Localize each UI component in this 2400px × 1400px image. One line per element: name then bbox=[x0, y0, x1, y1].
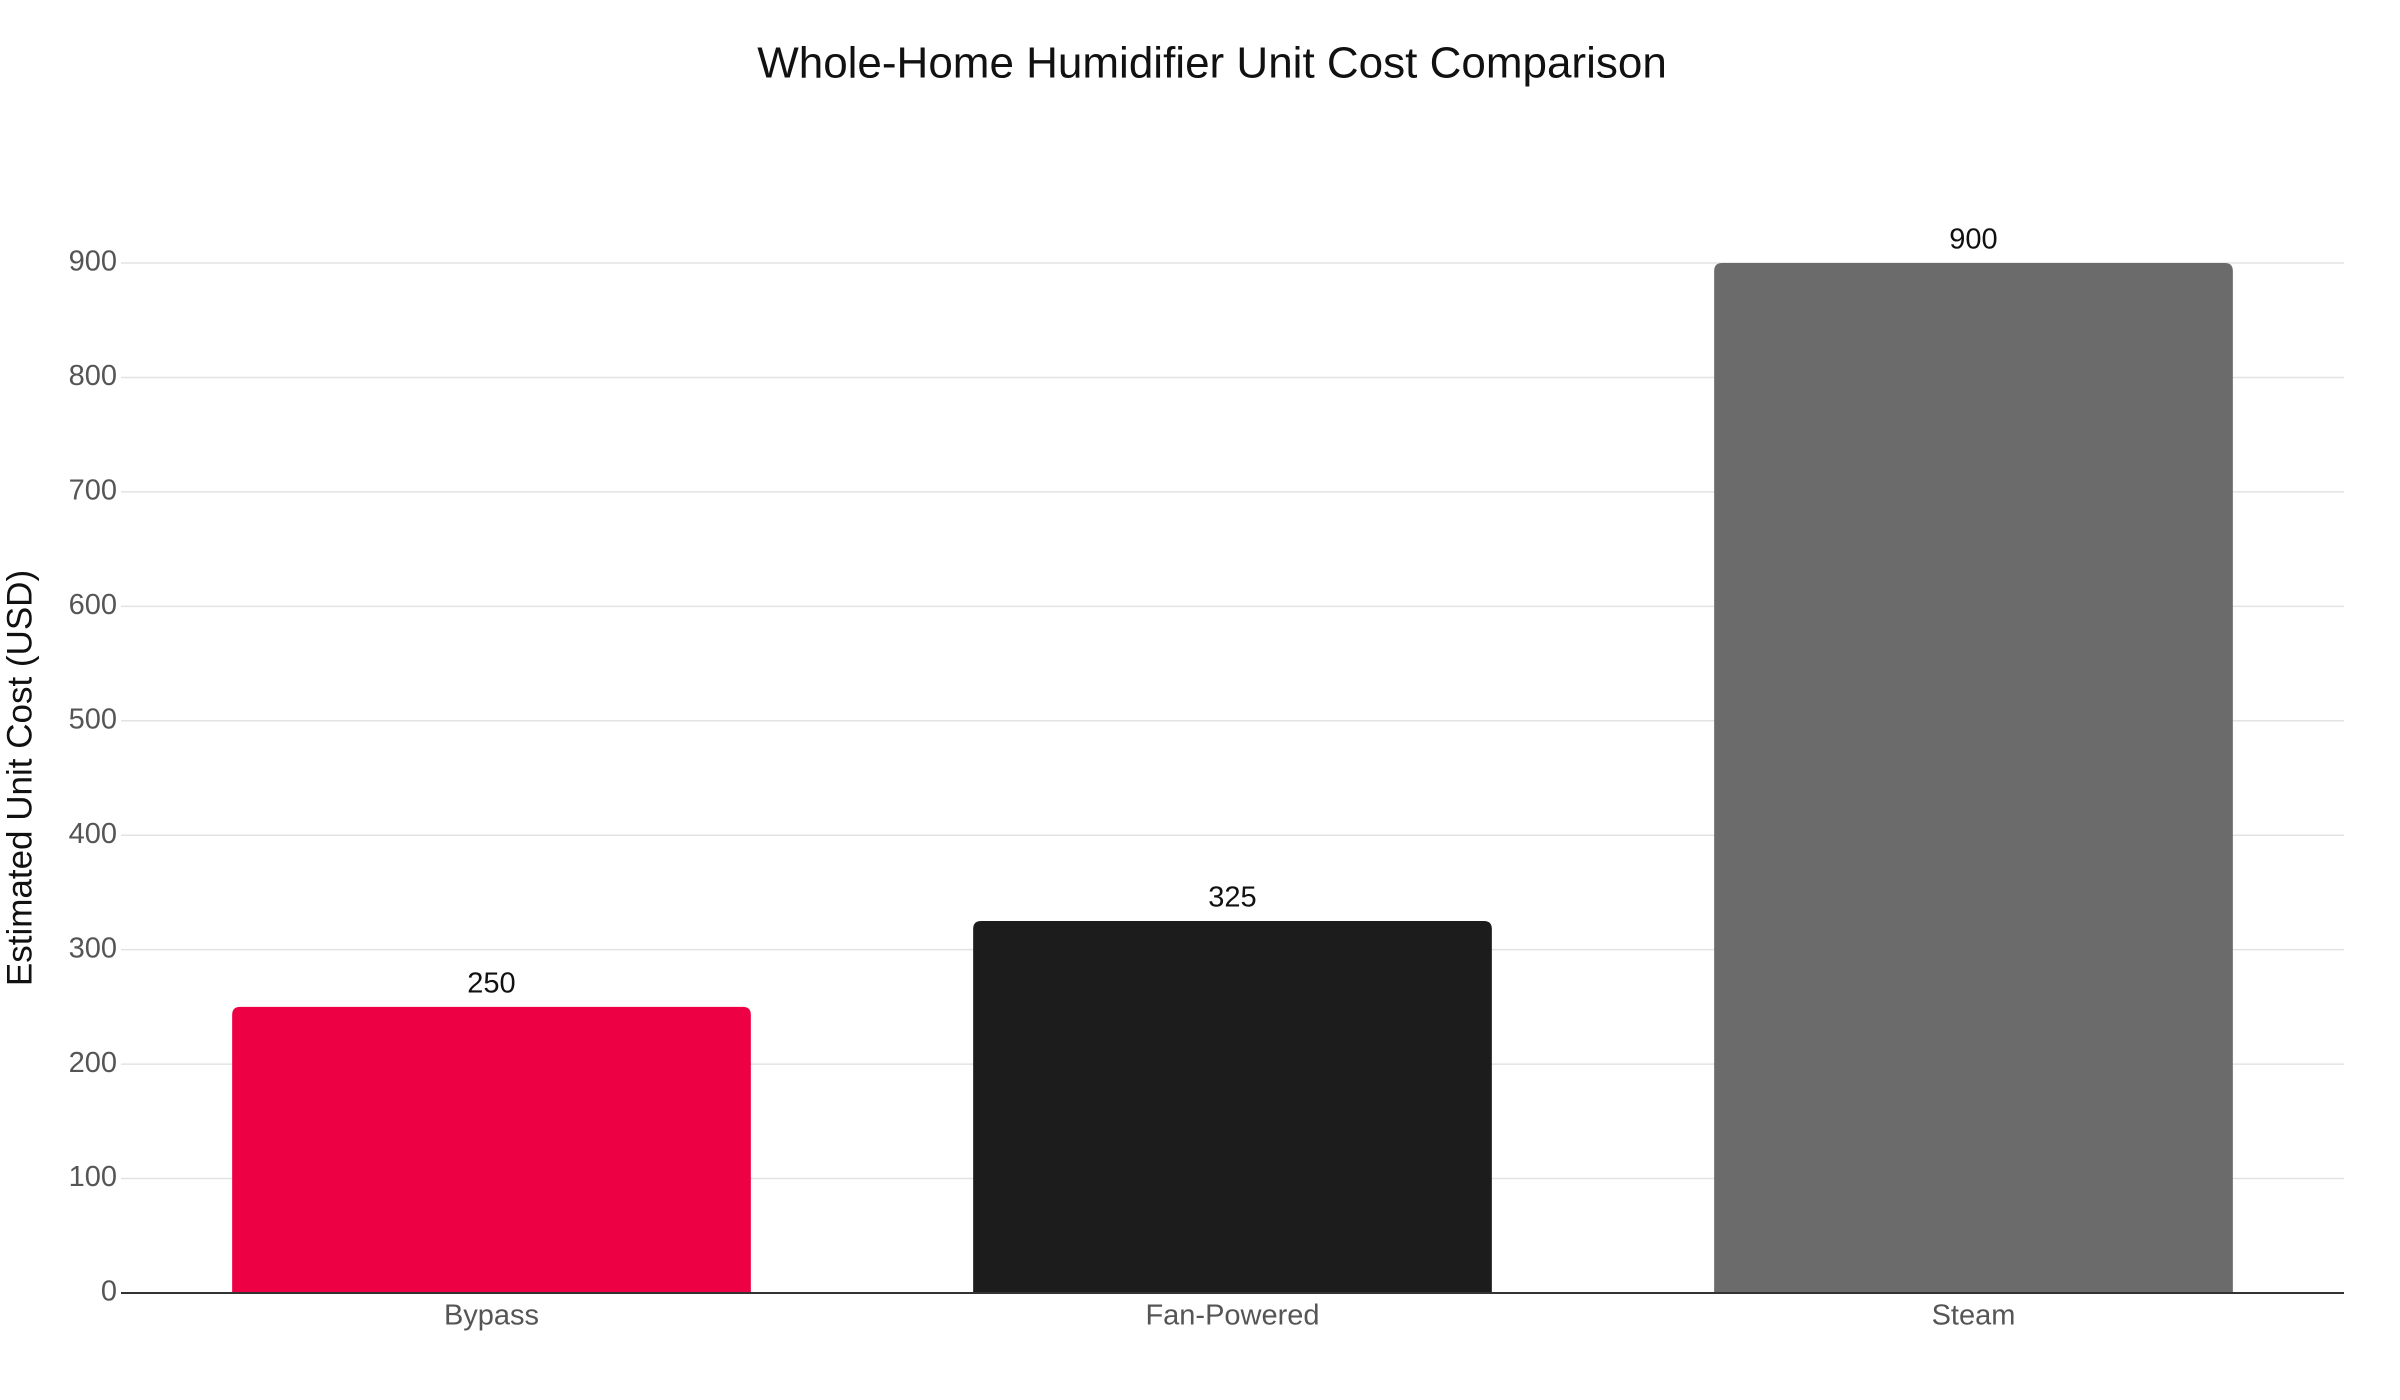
y-tick-label: 200 bbox=[69, 1047, 117, 1079]
value-label: 900 bbox=[1949, 224, 1997, 256]
x-tick-label: Fan-Powered bbox=[1145, 1300, 1319, 1332]
y-tick-label: 500 bbox=[69, 703, 117, 735]
x-tick-label: Bypass bbox=[444, 1300, 539, 1332]
y-tick-label: 400 bbox=[69, 818, 117, 850]
y-tick-label: 900 bbox=[69, 246, 117, 278]
bar bbox=[232, 1006, 751, 1293]
y-axis-label: Estimated Unit Cost (USD) bbox=[0, 570, 39, 986]
value-label: 325 bbox=[1208, 882, 1256, 914]
bar bbox=[1714, 263, 2233, 1293]
y-tick-label: 700 bbox=[69, 475, 117, 507]
y-tick-label: 600 bbox=[69, 589, 117, 621]
x-tick-label: Steam bbox=[1932, 1300, 2016, 1332]
chart-title: Whole-Home Humidifier Unit Cost Comparis… bbox=[757, 39, 1667, 88]
y-tick-label: 100 bbox=[69, 1161, 117, 1193]
bar bbox=[973, 921, 1492, 1293]
y-tick-label: 800 bbox=[69, 360, 117, 392]
y-tick-label: 0 bbox=[101, 1276, 117, 1308]
y-tick-label: 300 bbox=[69, 932, 117, 964]
value-label: 250 bbox=[467, 968, 515, 1000]
